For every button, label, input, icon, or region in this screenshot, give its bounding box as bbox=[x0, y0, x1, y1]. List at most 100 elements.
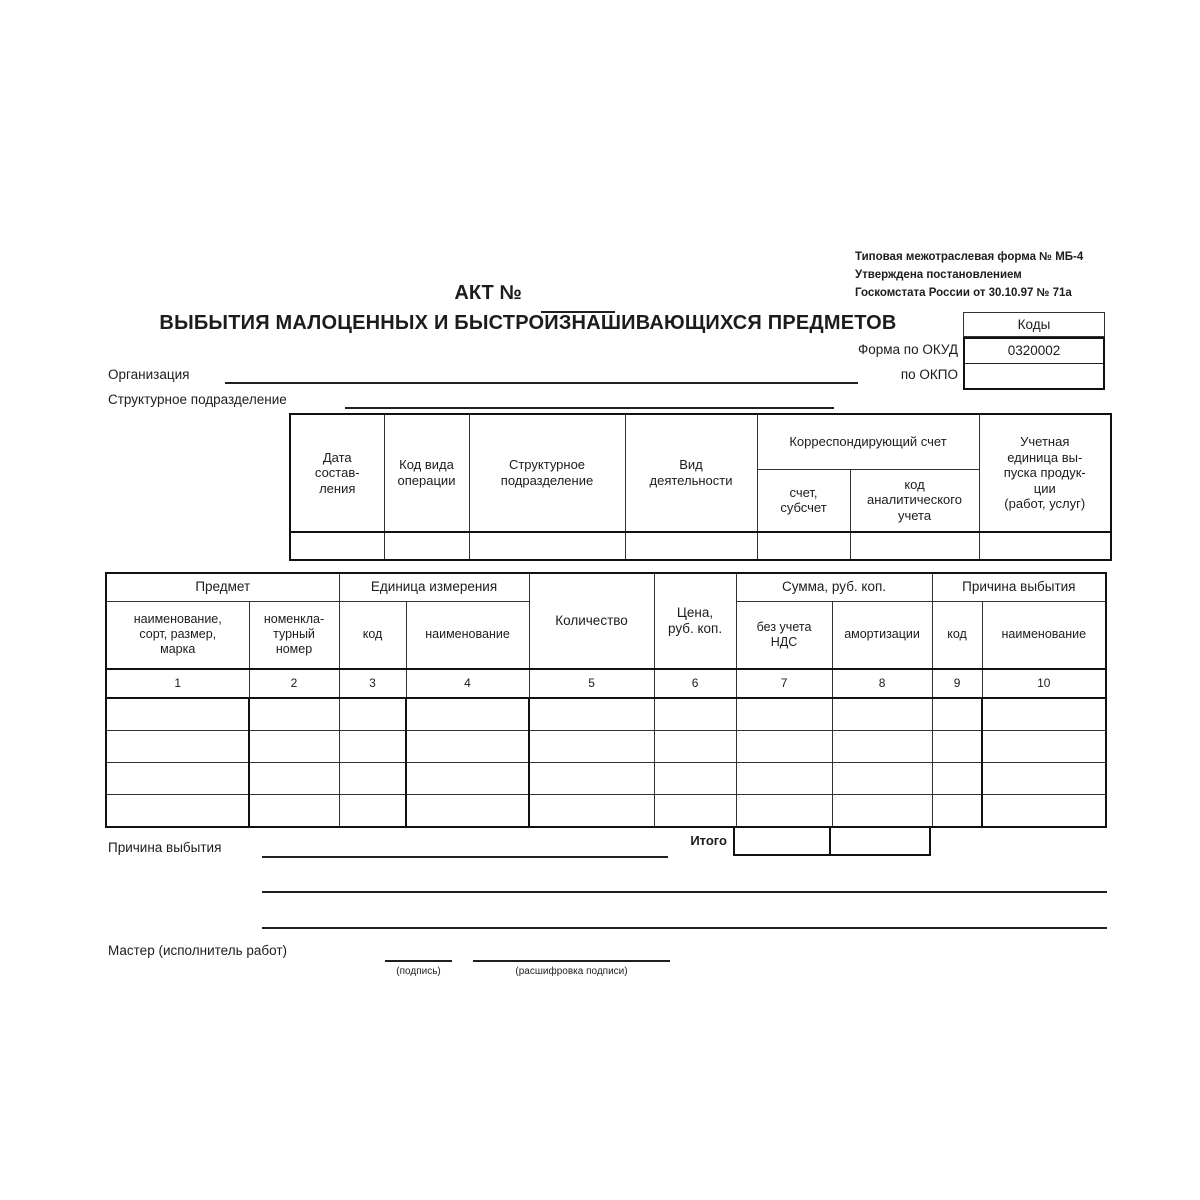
group-item: Предмет bbox=[105, 572, 340, 602]
codes-values: 0320002 bbox=[963, 337, 1105, 390]
organization-fill-line bbox=[225, 382, 858, 384]
item-cell bbox=[247, 730, 340, 763]
okpo-code-cell bbox=[965, 363, 1103, 388]
item-row bbox=[105, 697, 1107, 731]
item-cell bbox=[247, 697, 340, 731]
approval-block: Типовая межотраслевая форма № МБ-4 Утвер… bbox=[855, 248, 1145, 302]
approval-line-1: Типовая межотраслевая форма № МБ-4 bbox=[855, 251, 1084, 263]
signature-name-line bbox=[473, 960, 670, 962]
col-unit-code: код bbox=[338, 600, 407, 670]
form-title: ВЫБЫТИЯ МАЛОЦЕННЫХ И БЫСТРОИЗНАШИВАЮЩИХС… bbox=[159, 312, 897, 334]
item-cell bbox=[528, 730, 655, 763]
item-cell bbox=[405, 697, 530, 731]
col-number: 3 bbox=[338, 668, 407, 699]
info-col-department: Структурное подразделение bbox=[468, 413, 626, 533]
item-cell bbox=[931, 697, 984, 731]
col-reason-code: код bbox=[931, 600, 983, 670]
item-cell bbox=[831, 794, 933, 828]
item-cell bbox=[528, 794, 655, 828]
col-number: 1 bbox=[105, 668, 250, 699]
master-label: Мастер (исполнитель работ) bbox=[108, 943, 288, 958]
info-cell-operation bbox=[383, 531, 470, 561]
info-col-activity: Вид деятельности bbox=[624, 413, 758, 533]
item-cell bbox=[831, 730, 933, 763]
item-cell bbox=[338, 762, 408, 795]
item-row bbox=[105, 730, 1107, 763]
item-cell bbox=[831, 697, 933, 731]
col-number: 5 bbox=[528, 668, 655, 699]
col-number: 10 bbox=[981, 668, 1107, 699]
col-unit-name: наименование bbox=[405, 600, 530, 670]
info-col-operation: Код вида операции bbox=[383, 413, 470, 533]
item-cell bbox=[405, 730, 530, 763]
info-col-date: Дата состав- ления bbox=[289, 413, 385, 533]
codes-header: Коды bbox=[963, 312, 1105, 337]
items-table: Предмет Единица измерения Количество Цен… bbox=[105, 572, 1108, 828]
info-table: Дата состав- ления Код вида операции Стр… bbox=[289, 413, 1112, 561]
reason-fill-line-3 bbox=[262, 927, 1107, 929]
totals-without-vat-cell bbox=[733, 826, 831, 856]
department-label: Структурное подразделение bbox=[108, 392, 287, 407]
signature-name-caption: (расшифровка подписи) bbox=[515, 966, 628, 977]
info-col-corr-account: Корреспондирующий счет bbox=[756, 413, 980, 470]
signature-caption: (подпись) bbox=[396, 966, 441, 977]
item-cell bbox=[405, 762, 530, 795]
item-cell bbox=[528, 762, 655, 795]
reason-label: Причина выбытия bbox=[108, 840, 222, 855]
col-number: 9 bbox=[931, 668, 983, 699]
reason-fill-line-2 bbox=[262, 891, 1107, 893]
info-cell-account bbox=[756, 531, 851, 561]
item-cell bbox=[653, 794, 737, 828]
item-cell bbox=[653, 697, 737, 731]
item-cell bbox=[105, 762, 250, 795]
act-number-title: АКТ № bbox=[454, 282, 522, 304]
col-nomenclature: номенкла- турный номер bbox=[248, 600, 340, 670]
totals-amortization-cell bbox=[829, 826, 931, 856]
item-cell bbox=[831, 762, 933, 795]
item-cell bbox=[735, 794, 833, 828]
item-cell bbox=[247, 794, 340, 828]
info-cell-unit bbox=[978, 531, 1112, 561]
col-without-vat: без учета НДС bbox=[735, 600, 833, 670]
col-reason-name: наименование bbox=[981, 600, 1107, 670]
item-cell bbox=[105, 794, 250, 828]
okud-label: Форма по ОКУД bbox=[857, 342, 958, 357]
item-cell bbox=[981, 730, 1107, 763]
group-reason: Причина выбытия bbox=[931, 572, 1107, 602]
department-fill-line bbox=[345, 407, 834, 409]
info-cell-activity bbox=[624, 531, 758, 561]
col-price: Цена, руб. коп. bbox=[653, 572, 737, 670]
item-cell bbox=[931, 794, 984, 828]
item-cell bbox=[105, 697, 250, 731]
item-cell bbox=[338, 730, 408, 763]
codes-box: Коды 0320002 bbox=[963, 312, 1105, 390]
organization-label: Организация bbox=[108, 367, 190, 382]
info-cell-department bbox=[468, 531, 626, 561]
item-cell bbox=[735, 697, 833, 731]
col-quantity: Количество bbox=[528, 572, 655, 670]
item-cell bbox=[735, 762, 833, 795]
item-cell bbox=[105, 730, 250, 763]
signature-line bbox=[385, 960, 452, 962]
item-cell bbox=[338, 697, 408, 731]
col-number: 4 bbox=[405, 668, 530, 699]
info-cell-date bbox=[289, 531, 385, 561]
approval-line-2: Утверждена постановлением bbox=[855, 269, 1022, 281]
col-number: 8 bbox=[831, 668, 933, 699]
info-table-wrap: Дата состав- ления Код вида операции Стр… bbox=[289, 413, 1112, 561]
totals-label: Итого bbox=[690, 833, 727, 848]
item-cell bbox=[528, 697, 655, 731]
totals-row: Итого bbox=[105, 826, 1105, 856]
col-number: 6 bbox=[653, 668, 737, 699]
item-cell bbox=[653, 730, 737, 763]
item-cell bbox=[931, 762, 984, 795]
info-cell-analytic bbox=[849, 531, 980, 561]
item-cell bbox=[981, 762, 1107, 795]
col-amortization: амортизации bbox=[831, 600, 933, 670]
item-cell bbox=[735, 730, 833, 763]
col-number: 7 bbox=[735, 668, 833, 699]
okpo-label: по ОКПО bbox=[900, 367, 958, 382]
item-cell bbox=[247, 762, 340, 795]
item-cell bbox=[981, 697, 1107, 731]
